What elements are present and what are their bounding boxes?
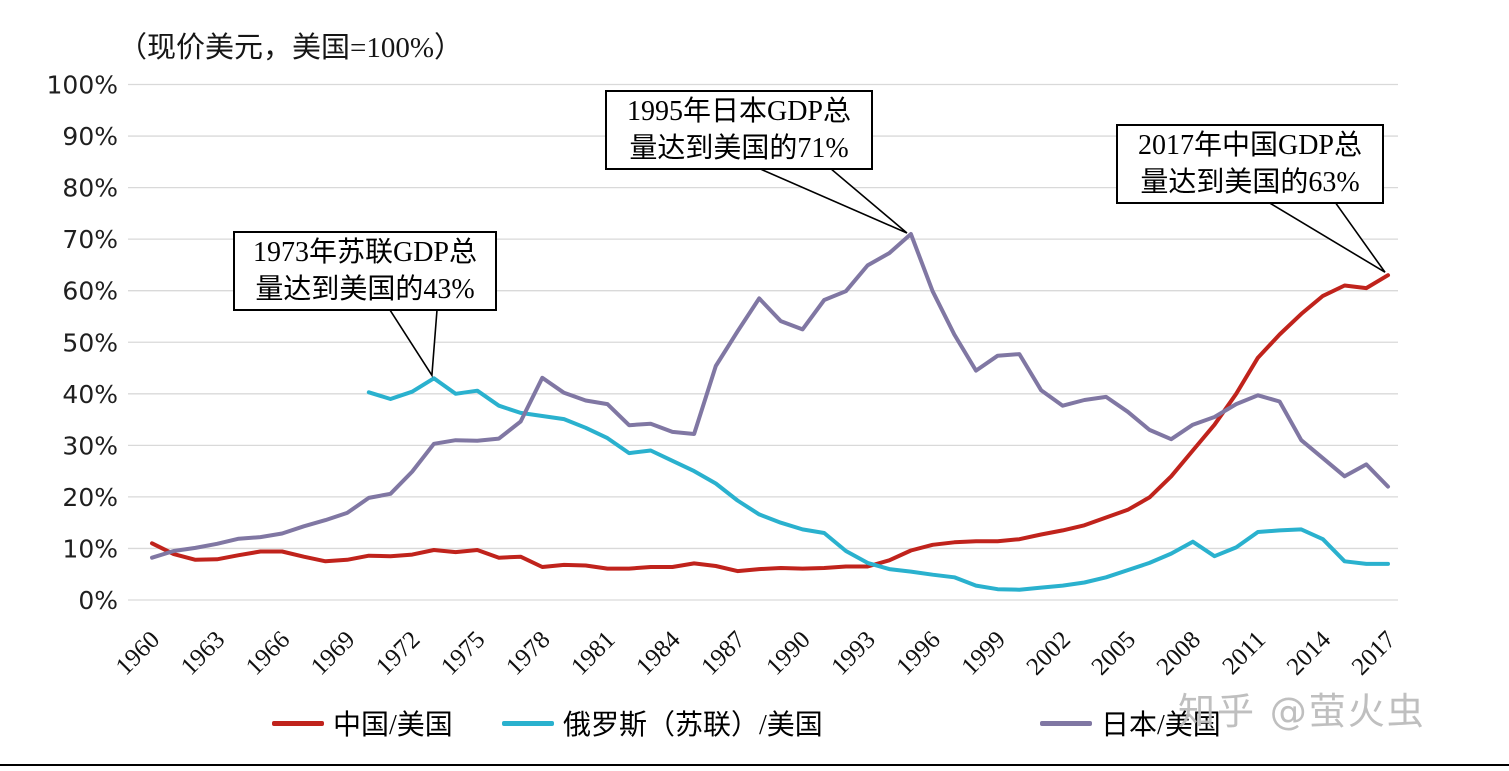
y-axis-tick-label: 40% — [62, 380, 118, 409]
x-axis-tick-label: 2008 — [1152, 626, 1206, 680]
legend-item-japan-us: 日本/美国 — [1040, 703, 1221, 743]
annotation-text-line: 1995年日本GDP总 — [626, 96, 851, 127]
legend-item-china-us: 中国/美国 — [272, 703, 453, 743]
x-axis-tick-label: 1984 — [631, 626, 686, 681]
y-axis-tick-label: 30% — [62, 431, 118, 460]
x-axis-tick-label: 1960 — [111, 626, 165, 680]
annotation-1973-ussr: 1973年苏联GDP总 量达到美国的43% — [233, 231, 497, 311]
x-axis-tick-label: 2014 — [1282, 626, 1337, 681]
y-axis-tick-label: 80% — [62, 174, 118, 203]
annotation-text-line: 量达到美国的43% — [255, 274, 475, 305]
annotation-pointer — [1265, 201, 1386, 273]
x-axis-tick-label: 1993 — [826, 626, 880, 680]
annotation-text-line: 2017年中国GDP总 — [1137, 130, 1362, 161]
x-axis-tick-label: 1990 — [761, 626, 815, 680]
series-line-0 — [150, 273, 1390, 574]
x-axis-tick-label: 2011 — [1217, 626, 1271, 680]
chart-unit-note: （现价美元，美国=100%） — [118, 32, 464, 64]
bottom-divider — [0, 764, 1509, 766]
annotation-text-line: 量达到美国的71% — [629, 133, 849, 164]
legend-line-swatch-russia — [502, 720, 554, 726]
x-axis-tick-label: 1975 — [436, 626, 490, 680]
annotation-text-line: 1973年苏联GDP总 — [252, 237, 477, 268]
x-axis-tick-label: 1981 — [566, 626, 620, 680]
y-axis-tick-label: 0% — [78, 586, 118, 615]
annotation-text-line: 量达到美国的63% — [1140, 167, 1360, 198]
annotation-pointer — [757, 167, 908, 234]
series-line-1 — [366, 376, 1390, 592]
legend-label-russia-us: 俄罗斯（苏联）/美国 — [563, 710, 823, 741]
watermark-zhihu: 知乎 @萤火虫 — [1178, 690, 1426, 733]
y-axis-tick-label: 10% — [62, 534, 118, 563]
y-axis-tick-label: 60% — [62, 277, 118, 306]
y-axis-tick-label: 50% — [62, 328, 118, 357]
x-axis-tick-label: 1969 — [306, 626, 360, 680]
x-axis-tick-label: 2005 — [1087, 626, 1141, 680]
x-axis-tick-label: 2002 — [1022, 626, 1076, 680]
y-axis-tick-label: 90% — [62, 122, 118, 151]
series-line-2 — [150, 232, 1390, 560]
legend-label-china-us: 中国/美国 — [333, 710, 453, 741]
annotation-1995-japan: 1995年日本GDP总 量达到美国的71% — [605, 90, 873, 170]
legend-label-japan-us: 日本/美国 — [1101, 710, 1221, 741]
y-axis-tick-label: 70% — [62, 225, 118, 254]
x-axis-tick-label: 1966 — [241, 626, 295, 680]
x-axis-tick-label: 1978 — [501, 626, 555, 680]
x-axis-tick-label: 2017 — [1347, 626, 1401, 680]
legend-item-russia-us: 俄罗斯（苏联）/美国 — [502, 703, 823, 743]
annotation-2017-china: 2017年中国GDP总 量达到美国的63% — [1116, 124, 1384, 204]
y-axis-tick-label: 20% — [62, 483, 118, 512]
x-axis-tick-label: 1999 — [956, 626, 1010, 680]
y-axis-tick-label: 100% — [47, 71, 118, 100]
x-axis-tick-label: 1996 — [891, 626, 945, 680]
x-axis-tick-label: 1963 — [176, 626, 230, 680]
x-axis-tick-label: 1987 — [696, 626, 750, 680]
legend-line-swatch-japan — [1040, 720, 1092, 726]
legend-line-swatch-china — [272, 720, 324, 726]
x-axis-tick-label: 1972 — [371, 626, 425, 680]
